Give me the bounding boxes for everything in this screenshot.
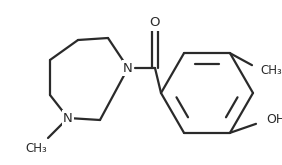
Text: OH: OH xyxy=(266,113,282,126)
Text: O: O xyxy=(150,16,160,30)
Text: N: N xyxy=(63,112,73,125)
Text: CH₃: CH₃ xyxy=(260,64,282,77)
Text: N: N xyxy=(123,62,133,75)
Text: CH₃: CH₃ xyxy=(25,142,47,154)
